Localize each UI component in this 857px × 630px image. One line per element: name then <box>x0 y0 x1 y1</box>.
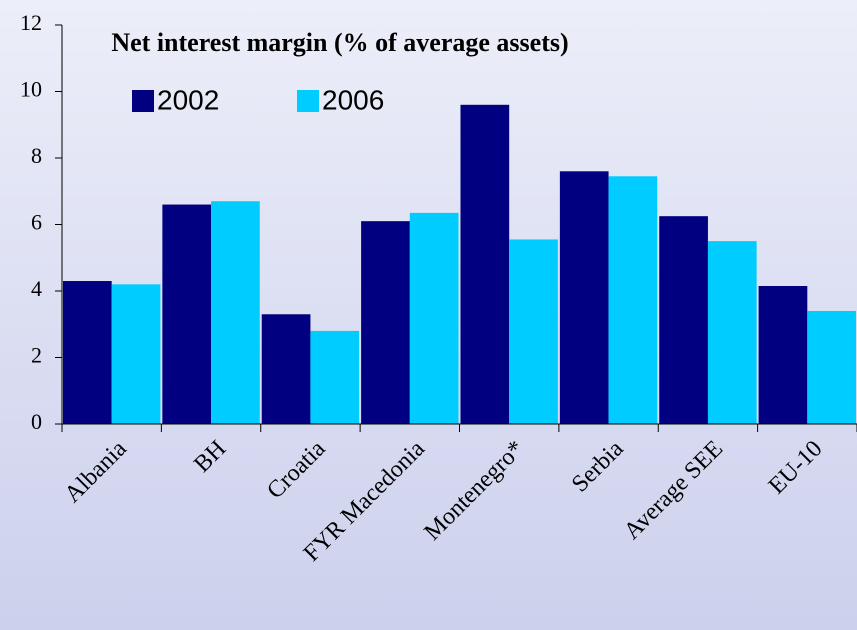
bar <box>361 221 410 424</box>
y-tick-label: 10 <box>20 77 42 102</box>
y-tick-label: 0 <box>31 409 42 434</box>
bar <box>659 216 708 424</box>
legend-label: 2006 <box>322 84 384 115</box>
legend-swatch <box>132 90 154 112</box>
bar <box>807 310 857 424</box>
bar <box>608 176 658 424</box>
y-tick-label: 2 <box>31 343 42 368</box>
bar <box>758 286 808 424</box>
y-tick-label: 12 <box>20 10 42 35</box>
legend-swatch <box>297 90 319 112</box>
bar <box>211 201 260 424</box>
bar <box>162 204 212 424</box>
y-tick-label: 8 <box>31 143 42 168</box>
bar <box>310 330 360 424</box>
bar <box>409 212 459 424</box>
bar <box>707 241 757 424</box>
legend-label: 2002 <box>157 84 219 115</box>
bar <box>559 171 609 424</box>
bar <box>261 314 311 424</box>
chart-title: Net interest margin (% of average assets… <box>111 28 568 57</box>
y-tick-label: 6 <box>31 210 42 235</box>
y-tick-label: 4 <box>31 276 42 301</box>
bar <box>111 284 161 424</box>
bar <box>62 281 112 424</box>
bar <box>460 104 510 425</box>
bar <box>509 239 558 424</box>
